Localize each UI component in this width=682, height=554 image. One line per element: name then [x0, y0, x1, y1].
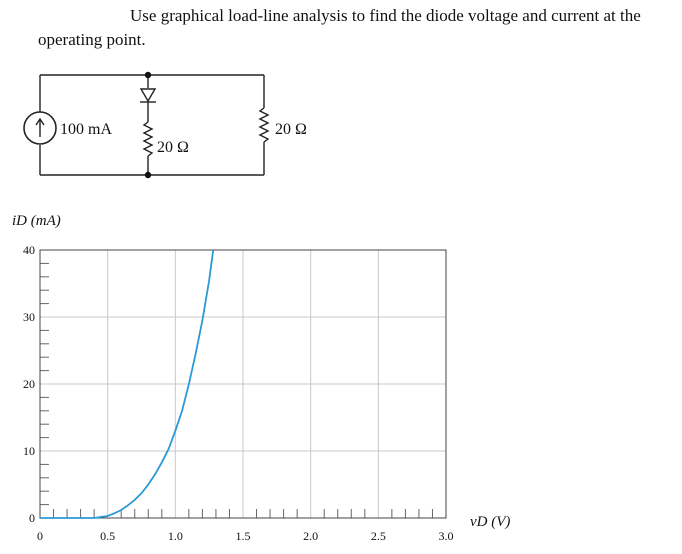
- diode-iv-curve: [40, 249, 215, 519]
- y-axis-label: iD (mA): [12, 213, 61, 229]
- x-tick-label: 3.0: [439, 529, 454, 543]
- current-source-symbol: [23, 111, 57, 145]
- diode-iv-chart: 0 0.5 1.0 1.5 2.0 2.5 3.0 0 10 20 30 40: [23, 243, 454, 543]
- x-axis-label: vD (V): [470, 514, 510, 530]
- x-tick-label: 0: [37, 529, 43, 543]
- minor-ticks: [40, 262, 433, 518]
- diode-symbol: [139, 88, 157, 103]
- bottom-node-dot: [144, 171, 152, 179]
- y-axis-label-text: iD (mA): [12, 213, 61, 229]
- middle-resistor-symbol: [142, 121, 154, 157]
- grid-layer: [40, 250, 446, 518]
- y-tick-label: 40: [23, 243, 35, 257]
- source-label: 100 mA: [60, 121, 112, 138]
- x-tick-label: 1.0: [168, 529, 183, 543]
- right-resistor-symbol: [258, 107, 270, 143]
- y-tick-label: 10: [23, 444, 35, 458]
- tick-labels: 0 0.5 1.0 1.5 2.0 2.5 3.0 0 10 20 30 40: [23, 243, 454, 543]
- x-tick-label: 0.5: [100, 529, 115, 543]
- y-tick-label: 20: [23, 377, 35, 391]
- x-axis-label-text: vD (V): [470, 514, 510, 530]
- problem-statement: Use graphical load-line analysis to find…: [38, 6, 641, 49]
- x-tick-label: 1.5: [236, 529, 251, 543]
- x-tick-label: 2.5: [371, 529, 386, 543]
- right-resistor-label: 20 Ω: [275, 121, 307, 138]
- y-tick-label: 30: [23, 310, 35, 324]
- middle-resistor-label: 20 Ω: [157, 139, 189, 156]
- plot-frame: [39, 249, 447, 519]
- current-arrow-head-icon: [35, 117, 45, 126]
- x-tick-label: 2.0: [303, 529, 318, 543]
- top-node-dot: [144, 71, 152, 79]
- y-tick-label: 0: [29, 511, 35, 525]
